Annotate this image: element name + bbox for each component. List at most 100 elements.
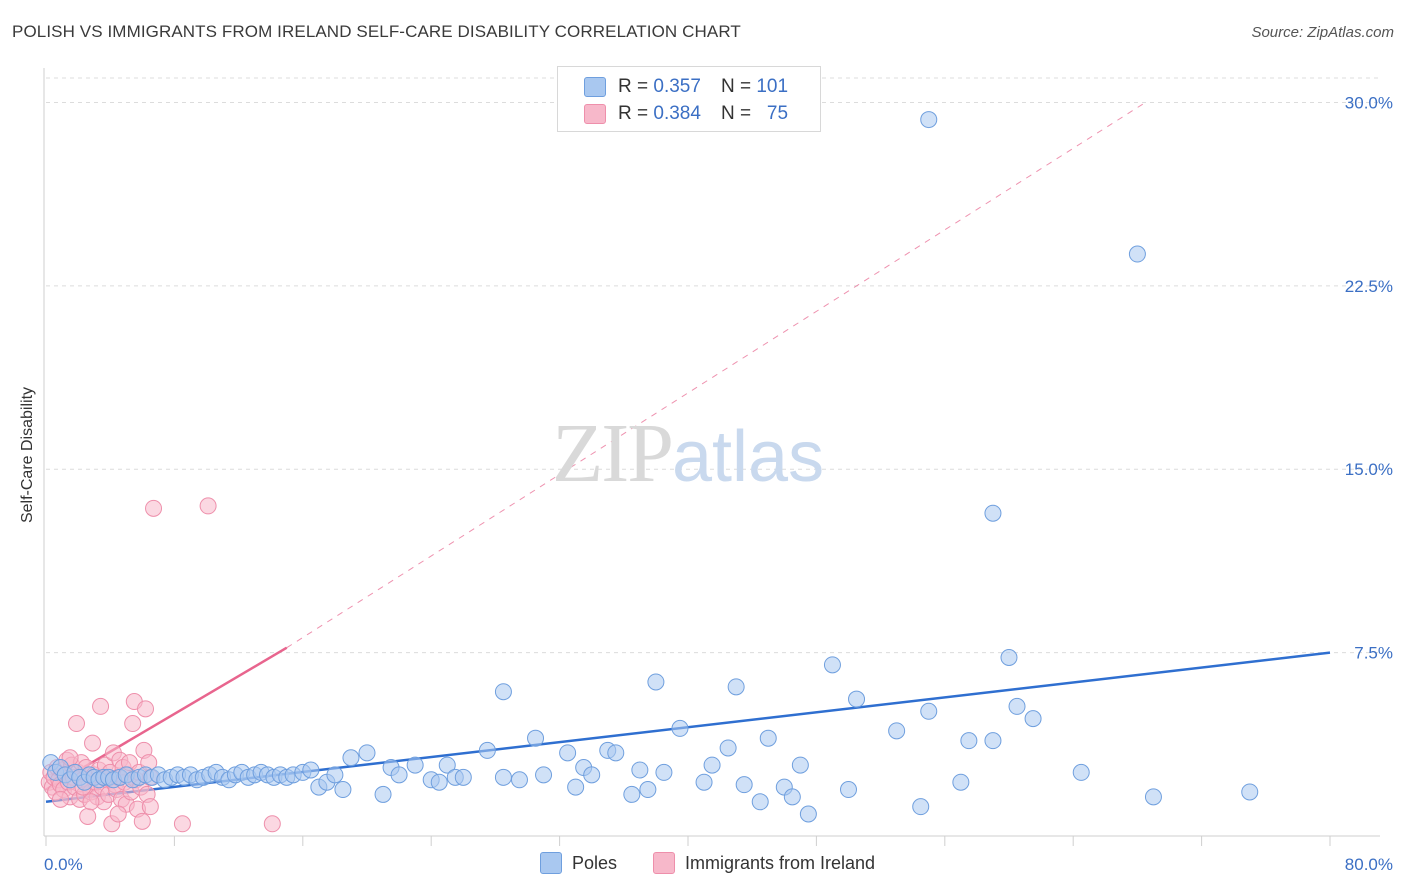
poles-swatch bbox=[540, 852, 562, 874]
r-value: 0.357 bbox=[653, 76, 701, 97]
grid bbox=[46, 77, 1380, 654]
poles-point bbox=[559, 744, 577, 762]
n-value: 101 bbox=[756, 76, 789, 97]
series-legend: Poles Immigrants from Ireland bbox=[0, 852, 1406, 878]
n-label: N = bbox=[720, 76, 752, 97]
poles-point bbox=[848, 690, 866, 708]
poles-point bbox=[671, 719, 689, 737]
poles-point bbox=[791, 756, 809, 774]
poles-point bbox=[527, 729, 545, 747]
ireland-point bbox=[263, 815, 281, 833]
stats-legend: R = 0.357 N = 101 R = 0.384 N = 75 bbox=[557, 66, 821, 132]
poles-point bbox=[639, 781, 657, 799]
y-tick-label: 15.0% bbox=[1345, 460, 1393, 479]
x-tick-labels: 0.0% 80.0% bbox=[44, 855, 1393, 874]
poles-point bbox=[783, 788, 801, 806]
ireland-point bbox=[92, 697, 110, 715]
n-value: 75 bbox=[766, 103, 789, 124]
poles-point bbox=[494, 683, 512, 701]
poles-point bbox=[719, 739, 737, 757]
watermark: ZIPatlas bbox=[552, 405, 824, 502]
poles-point bbox=[607, 744, 625, 762]
ireland-point bbox=[133, 812, 151, 830]
ireland-point bbox=[141, 798, 159, 816]
poles-point bbox=[494, 768, 512, 786]
poles-point bbox=[952, 773, 970, 791]
legend-label-ireland: Immigrants from Ireland bbox=[685, 852, 876, 873]
poles-point bbox=[334, 781, 352, 799]
poles-point bbox=[888, 722, 906, 740]
poles-point bbox=[1024, 710, 1042, 728]
ireland-trend-extension bbox=[286, 102, 1146, 649]
ireland-point bbox=[173, 815, 191, 833]
poles-point bbox=[912, 798, 930, 816]
r-label: R = bbox=[618, 76, 649, 97]
poles-point bbox=[1144, 788, 1162, 806]
poles-point bbox=[799, 805, 817, 823]
poles-point bbox=[984, 504, 1002, 522]
poles-point bbox=[567, 778, 585, 796]
legend-row-poles: R = 0.357 N = 101 bbox=[584, 75, 788, 99]
poles-point bbox=[1128, 245, 1146, 263]
x-tick-label: 0.0% bbox=[44, 855, 83, 874]
r-value: 0.384 bbox=[653, 103, 701, 124]
poles-point bbox=[1000, 649, 1018, 667]
watermark-zip: ZIP bbox=[552, 407, 674, 500]
ireland-point bbox=[67, 715, 85, 733]
ireland-point bbox=[109, 805, 127, 823]
poles-point bbox=[430, 773, 448, 791]
legend-item-ireland[interactable]: Immigrants from Ireland bbox=[653, 852, 875, 874]
poles-point bbox=[703, 756, 721, 774]
poles-point bbox=[1072, 763, 1090, 781]
poles-point bbox=[358, 744, 376, 762]
ireland-swatch bbox=[584, 104, 606, 124]
ireland-point bbox=[199, 497, 217, 515]
poles-point bbox=[406, 756, 424, 774]
poles-point bbox=[647, 673, 665, 691]
poles-point bbox=[623, 785, 641, 803]
ireland-point bbox=[51, 790, 69, 808]
poles-point bbox=[960, 732, 978, 750]
poles-point bbox=[302, 761, 320, 779]
y-tick-label: 7.5% bbox=[1354, 644, 1393, 663]
poles-point bbox=[438, 756, 456, 774]
poles-point bbox=[759, 729, 777, 747]
poles-point bbox=[655, 763, 673, 781]
axes bbox=[43, 68, 1380, 846]
poles-point bbox=[510, 771, 528, 789]
y-tick-label: 30.0% bbox=[1345, 93, 1393, 112]
poles-point bbox=[1008, 697, 1026, 715]
chart-title: POLISH VS IMMIGRANTS FROM IRELAND SELF-C… bbox=[12, 22, 741, 41]
poles-point bbox=[735, 776, 753, 794]
source-label: Source: ZipAtlas.com bbox=[1251, 24, 1394, 41]
r-label: R = bbox=[618, 103, 649, 124]
poles-point bbox=[454, 768, 472, 786]
poles-swatch bbox=[584, 77, 606, 97]
legend-label-poles: Poles bbox=[572, 852, 618, 873]
poles-point bbox=[374, 785, 392, 803]
x-tick-label: 80.0% bbox=[1345, 855, 1393, 874]
poles-point bbox=[1241, 783, 1259, 801]
poles-point bbox=[390, 766, 408, 784]
poles-points bbox=[42, 111, 1259, 823]
poles-point bbox=[920, 702, 938, 720]
watermark-atlas: atlas bbox=[672, 417, 825, 497]
y-tick-label: 22.5% bbox=[1345, 277, 1393, 296]
ireland-point bbox=[82, 793, 100, 811]
poles-point bbox=[984, 732, 1002, 750]
poles-point bbox=[478, 741, 496, 759]
poles-point bbox=[751, 793, 769, 811]
poles-point bbox=[727, 678, 745, 696]
poles-point bbox=[631, 761, 649, 779]
ireland-swatch bbox=[653, 852, 675, 874]
poles-point bbox=[823, 656, 841, 674]
n-label: N = bbox=[720, 103, 752, 124]
legend-item-poles[interactable]: Poles bbox=[540, 852, 617, 874]
poles-point bbox=[840, 781, 857, 799]
y-axis-label: Self-Care Disability bbox=[19, 386, 36, 524]
ireland-point bbox=[137, 700, 155, 718]
poles-point bbox=[583, 766, 601, 784]
poles-point bbox=[535, 766, 553, 784]
poles-point bbox=[695, 773, 713, 791]
